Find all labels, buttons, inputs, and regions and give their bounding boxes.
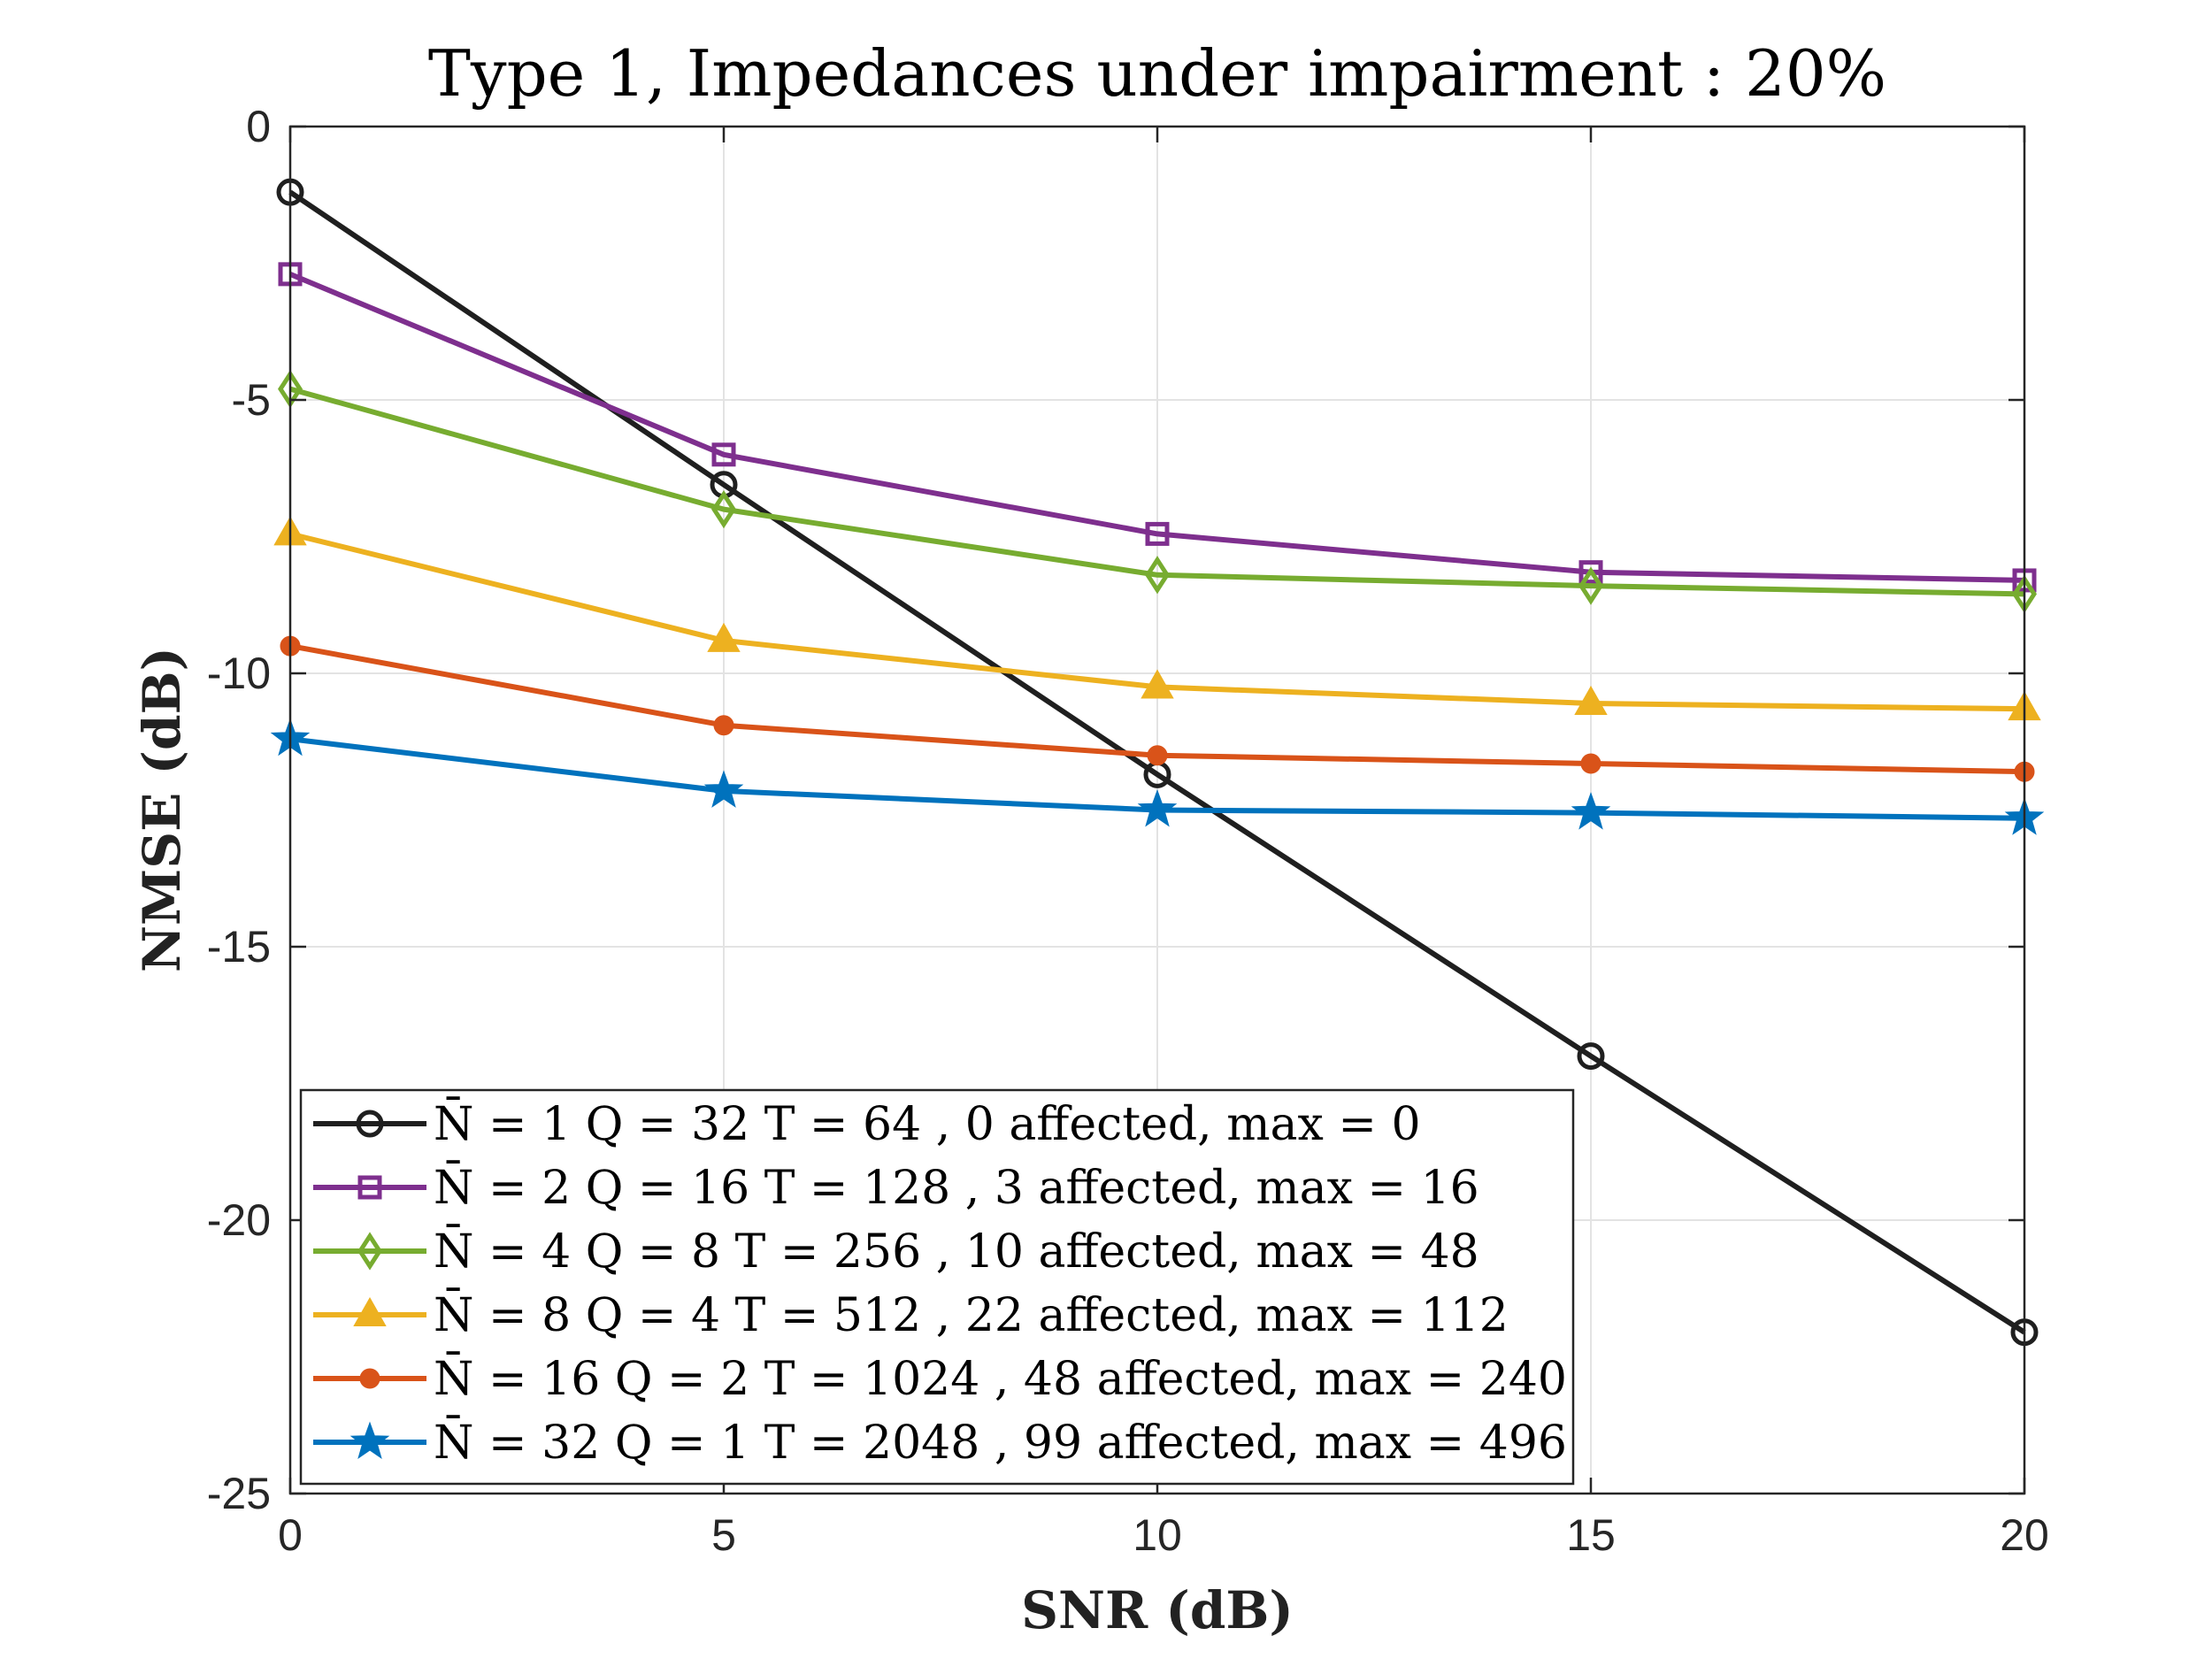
legend-entry: N̄ = 32 Q = 1 T = 2048 , 99 affected, ma… <box>313 1416 1567 1470</box>
series <box>270 718 2045 835</box>
x-tick-label: 0 <box>278 1510 303 1560</box>
legend-label: N̄ = 2 Q = 16 T = 128 , 3 affected, max … <box>434 1161 1479 1215</box>
star-marker <box>1571 792 1611 830</box>
y-tick-label: -5 <box>232 375 271 425</box>
legend-entry: N̄ = 1 Q = 32 T = 64 , 0 affected, max =… <box>313 1097 1421 1151</box>
diamond-marker <box>1145 556 1170 595</box>
circle-marker <box>356 1110 384 1138</box>
dot-marker <box>713 715 734 736</box>
ticks-group: 0 5 10 15 20 0 -5 -10 -15 -20 -25 <box>207 102 2049 1560</box>
legend-entry: N̄ = 8 Q = 4 T = 512 , 22 affected, max … <box>313 1288 1509 1342</box>
square-marker <box>1145 521 1170 546</box>
star-marker <box>349 1421 390 1459</box>
diamond-marker <box>711 489 736 529</box>
x-tick-label: 10 <box>1133 1510 1182 1560</box>
x-axis-label: SNR (dB) <box>1021 1580 1294 1640</box>
y-tick-label: -20 <box>207 1195 271 1245</box>
legend-label: N̄ = 8 Q = 4 T = 512 , 22 affected, max … <box>434 1288 1509 1342</box>
series <box>280 635 2035 782</box>
legend-entry: N̄ = 4 Q = 8 T = 256 , 10 affected, max … <box>313 1225 1479 1279</box>
star-marker <box>703 770 744 808</box>
y-axis-label: NMSE (dB) <box>132 647 192 972</box>
dot-marker <box>1580 753 1601 774</box>
legend: N̄ = 1 Q = 32 T = 64 , 0 affected, max =… <box>299 1088 1575 1486</box>
diamond-marker <box>357 1232 382 1271</box>
x-tick-label: 5 <box>711 1510 736 1560</box>
legend-label: N̄ = 1 Q = 32 T = 64 , 0 affected, max =… <box>434 1097 1421 1151</box>
dot-marker <box>1147 745 1168 766</box>
triangle-marker <box>1574 685 1608 715</box>
dot-marker <box>359 1368 380 1389</box>
legend-entry: N̄ = 16 Q = 2 T = 1024 , 48 affected, ma… <box>313 1352 1567 1406</box>
legend-entry: N̄ = 2 Q = 16 T = 128 , 3 affected, max … <box>313 1161 1479 1215</box>
diamond-marker <box>1578 566 1603 605</box>
square-marker <box>1578 560 1603 585</box>
legend-label: N̄ = 16 Q = 2 T = 1024 , 48 affected, ma… <box>434 1352 1567 1406</box>
x-tick-label: 20 <box>2000 1510 2049 1560</box>
legend-box <box>299 1088 1575 1486</box>
series-line <box>288 272 2025 583</box>
square-marker <box>357 1175 382 1200</box>
circle-marker <box>1577 1042 1605 1071</box>
y-tick-label: -25 <box>207 1469 271 1518</box>
series-line <box>289 386 2025 597</box>
star-marker <box>1137 789 1178 827</box>
y-tick-label: 0 <box>246 102 271 151</box>
legend-label: N̄ = 32 Q = 1 T = 2048 , 99 affected, ma… <box>434 1416 1567 1470</box>
chart-title: Type 1, Impedances under impairment : 20… <box>428 36 1886 111</box>
series-line <box>288 189 2026 1335</box>
y-tick-label: -10 <box>207 649 271 698</box>
square-marker <box>711 442 736 467</box>
y-tick-label: -15 <box>207 922 271 972</box>
x-tick-label: 15 <box>1566 1510 1616 1560</box>
triangle-marker <box>353 1296 387 1326</box>
series <box>278 370 2037 613</box>
triangle-marker <box>707 622 741 652</box>
legend-label: N̄ = 4 Q = 8 T = 256 , 10 affected, max … <box>434 1225 1479 1279</box>
triangle-marker <box>1141 669 1174 699</box>
